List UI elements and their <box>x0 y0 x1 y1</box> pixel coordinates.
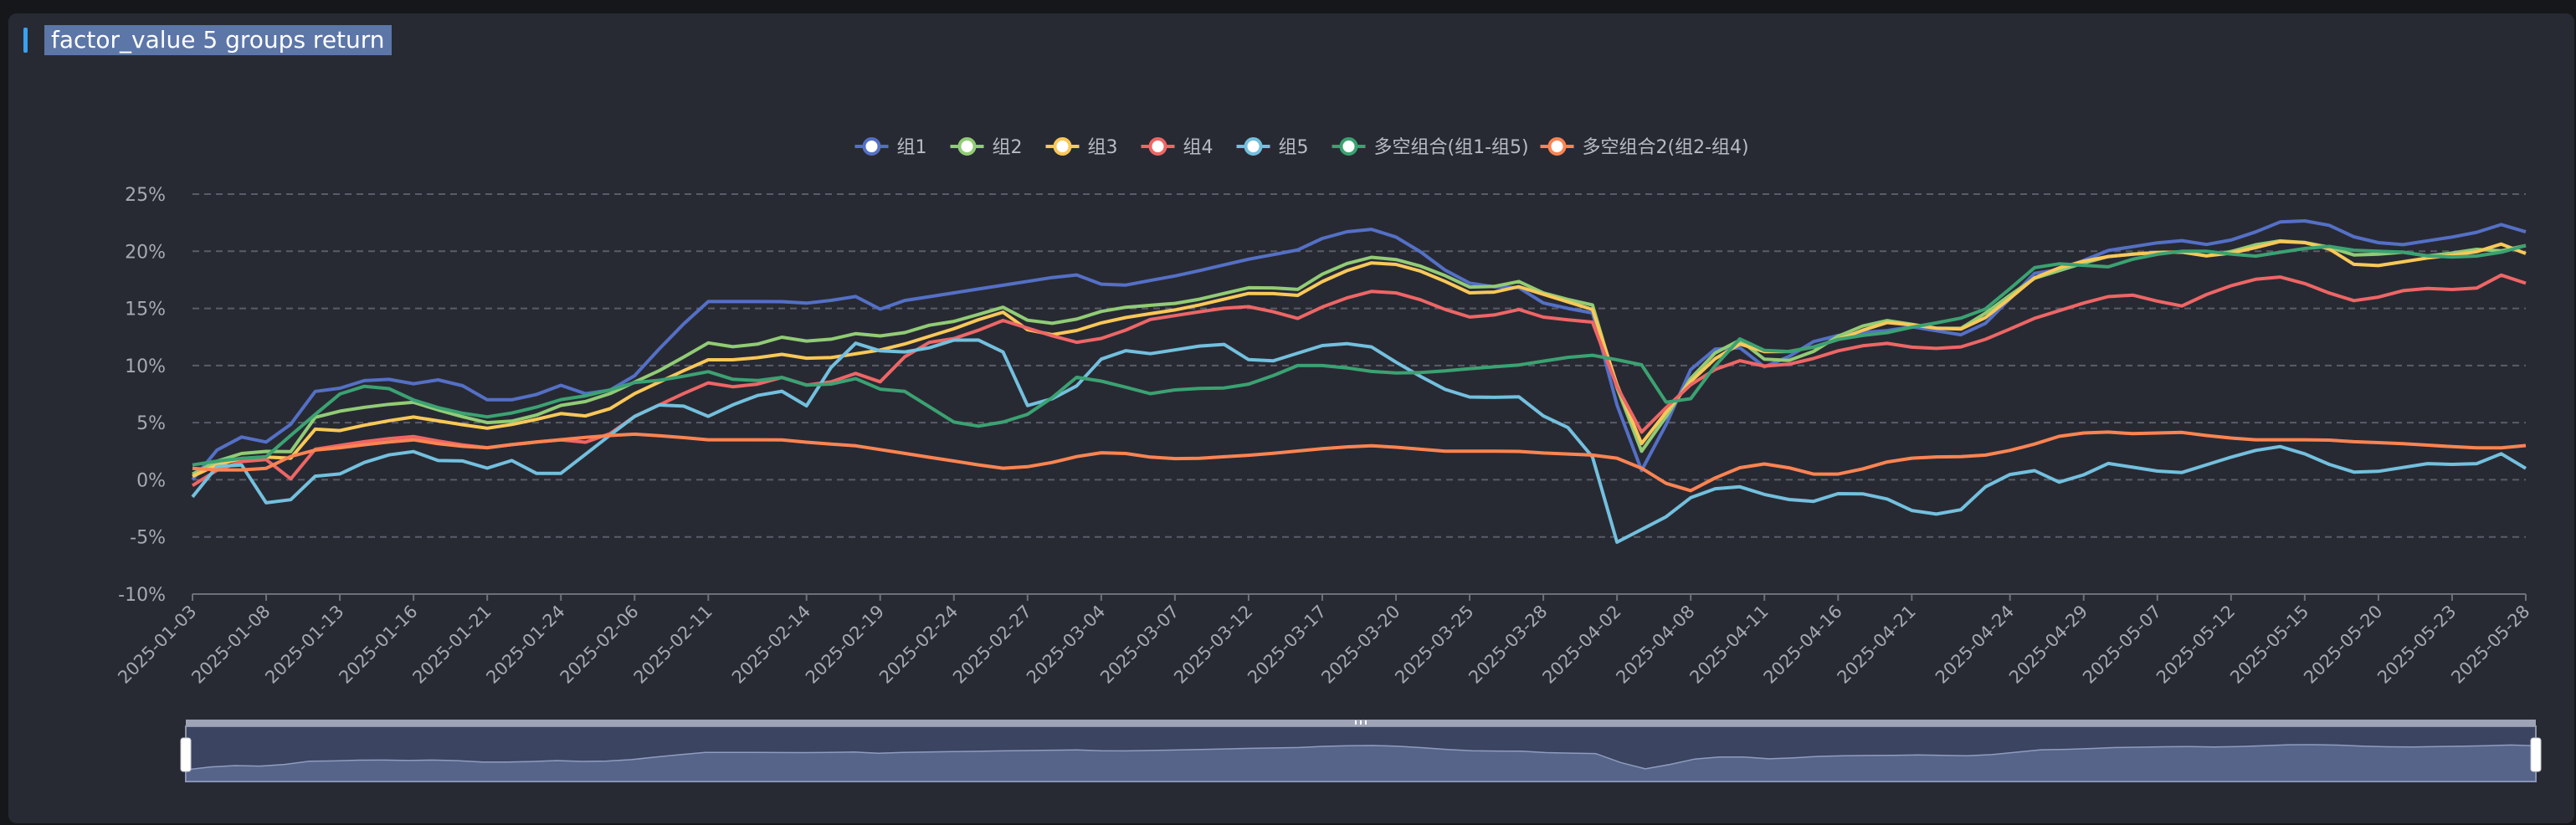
legend-marker <box>862 137 881 156</box>
series-line-5 <box>191 338 2527 544</box>
x-tick-label: 2025-01-24 <box>482 602 568 688</box>
y-axis: -10% -5% 0% 5% 10% 15% 20% 25% <box>118 185 166 606</box>
x-tick-label: 2025-01-21 <box>408 602 495 688</box>
x-tick-label: 2025-05-15 <box>2226 602 2312 688</box>
x-tick-label: 2025-02-14 <box>728 602 814 688</box>
x-tick-label: 2025-03-17 <box>1244 602 1330 688</box>
x-tick-label: 2025-05-28 <box>2447 602 2533 688</box>
x-tick-label: 2025-04-11 <box>1686 602 1772 688</box>
x-tick-label: 2025-02-11 <box>630 602 716 688</box>
x-tick-label: 2025-04-24 <box>1932 602 2018 688</box>
legend-label: 组3 <box>1088 137 1118 158</box>
x-tick-label: 2025-01-16 <box>335 602 421 688</box>
legend-label: 组1 <box>897 137 927 158</box>
legend-marker <box>1547 137 1567 156</box>
data-zoom-slider[interactable] <box>180 720 2542 782</box>
x-tick-label: 2025-03-25 <box>1391 602 1477 688</box>
legend-item-3[interactable]: 组3 <box>1045 137 1118 158</box>
grid <box>192 193 2526 595</box>
legend-item-6[interactable]: 多空组合(组1-组5) <box>1332 137 1529 158</box>
title-accent-bar <box>23 28 28 53</box>
x-tick-label: 2025-03-12 <box>1170 602 1256 688</box>
y-tick-label: -5% <box>130 528 166 549</box>
x-axis: 2025-01-032025-01-082025-01-132025-01-16… <box>114 594 2534 688</box>
series-lines <box>191 219 2527 544</box>
legend-marker <box>957 137 977 156</box>
zoom-start-handle[interactable] <box>180 737 192 772</box>
series-line-4 <box>191 273 2527 487</box>
zoom-end-handle[interactable] <box>2530 737 2542 772</box>
x-tick-label: 2025-05-12 <box>2153 602 2239 688</box>
series-line-2 <box>192 238 2527 476</box>
x-tick-label: 2025-05-20 <box>2300 602 2386 688</box>
legend-marker <box>1244 137 1263 156</box>
x-tick-label: 2025-04-16 <box>1760 602 1846 688</box>
legend-marker <box>1339 137 1358 156</box>
series-line-3 <box>192 239 2527 479</box>
x-tick-label: 2025-01-13 <box>261 602 347 688</box>
x-tick-label: 2025-02-06 <box>557 602 643 688</box>
legend-marker <box>1148 137 1167 156</box>
legend-label: 组4 <box>1183 137 1214 158</box>
y-tick-label: 10% <box>125 356 166 377</box>
x-tick-label: 2025-01-03 <box>114 602 200 688</box>
x-tick-label: 2025-04-02 <box>1538 602 1624 688</box>
y-tick-label: 0% <box>136 470 166 491</box>
zoom-grip-mark <box>1365 720 1367 725</box>
y-tick-label: 25% <box>125 185 166 206</box>
legend-item-1[interactable]: 组1 <box>854 137 927 158</box>
legend-label: 多空组合(组1-组5) <box>1374 137 1529 158</box>
chart-title-container: factor_value 5 groups return <box>23 25 392 55</box>
x-tick-label: 2025-01-08 <box>187 602 274 688</box>
zoom-preview-area <box>185 744 2537 782</box>
x-tick-label: 2025-05-23 <box>2373 602 2460 688</box>
legend-item-7[interactable]: 多空组合2(组2-组4) <box>1540 137 1749 158</box>
y-tick-label: 20% <box>125 242 166 263</box>
series-line-7 <box>192 430 2527 493</box>
zoom-grip-mark <box>1360 720 1362 725</box>
x-tick-label: 2025-03-07 <box>1096 602 1183 688</box>
legend-item-5[interactable]: 组5 <box>1236 137 1309 158</box>
chart-panel <box>8 13 2574 823</box>
legend-label: 组2 <box>993 137 1023 158</box>
series-line-1 <box>191 219 2527 481</box>
x-tick-label: 2025-03-20 <box>1317 602 1403 688</box>
x-tick-label: 2025-04-29 <box>2005 602 2091 688</box>
legend-item-4[interactable]: 组4 <box>1141 137 1214 158</box>
x-tick-label: 2025-04-21 <box>1834 602 1920 688</box>
legend-label: 组5 <box>1279 137 1309 158</box>
y-tick-label: 5% <box>136 413 166 434</box>
x-tick-label: 2025-03-04 <box>1023 602 1109 688</box>
x-tick-label: 2025-02-19 <box>802 602 888 688</box>
chart-title: factor_value 5 groups return <box>44 25 392 55</box>
legend-label: 多空组合2(组2-组4) <box>1583 137 1749 158</box>
x-tick-label: 2025-02-27 <box>949 602 1035 688</box>
legend: 组1 组2 组3 组4 组5 多空组合(组1-组5) 多空组合2(组2-组4) <box>854 137 1749 158</box>
y-tick-label: -10% <box>118 585 166 606</box>
x-tick-label: 2025-02-24 <box>875 602 962 688</box>
legend-item-2[interactable]: 组2 <box>950 137 1023 158</box>
x-tick-label: 2025-03-28 <box>1465 602 1551 688</box>
series-line-6 <box>192 243 2527 467</box>
y-tick-label: 15% <box>125 300 166 320</box>
x-tick-label: 2025-04-08 <box>1612 602 1698 688</box>
legend-marker <box>1053 137 1072 156</box>
zoom-grip-mark <box>1355 720 1357 725</box>
x-tick-label: 2025-05-07 <box>2079 602 2165 688</box>
